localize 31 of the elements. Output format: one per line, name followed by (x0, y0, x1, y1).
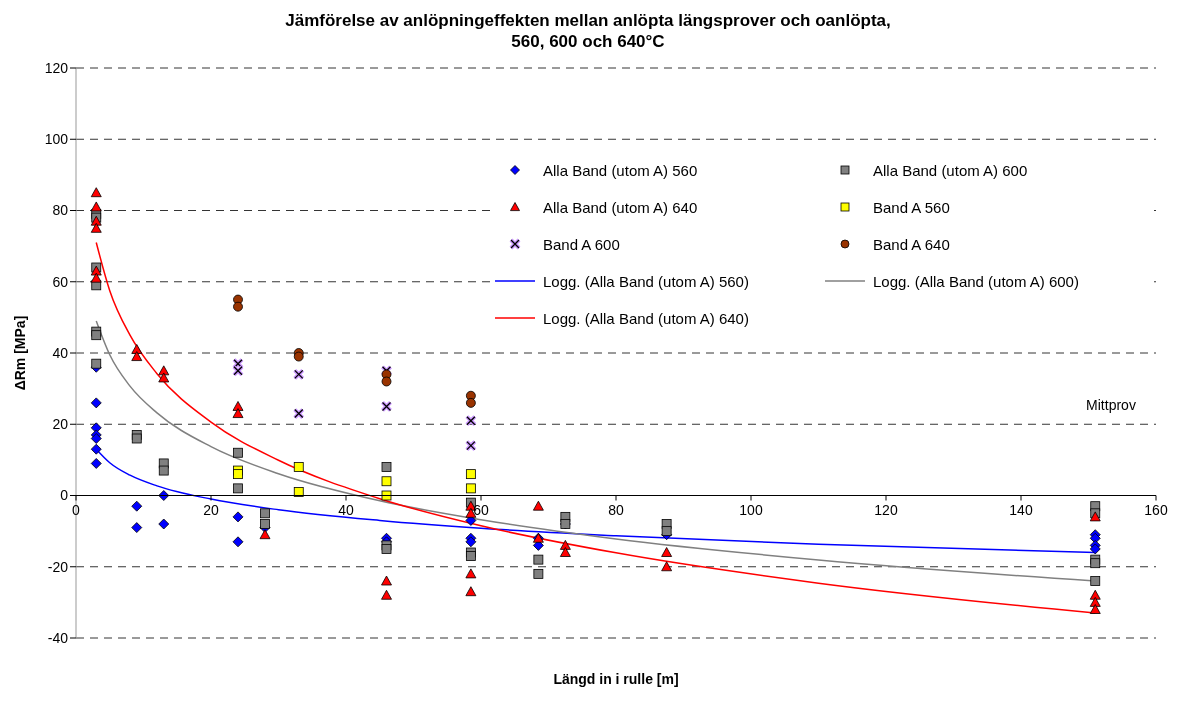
x-tick-label: 80 (608, 501, 624, 518)
x-axis-title: Längd in i rulle [m] (553, 671, 679, 687)
legend-label: Alla Band (utom A) 640 (543, 198, 698, 216)
legend-label: Alla Band (utom A) 600 (873, 161, 1028, 179)
y-tick-label: 40 (52, 344, 69, 361)
annotation: Mittprov (1086, 397, 1136, 413)
y-tick-label: -40 (47, 629, 69, 646)
x-tick-label: 160 (1144, 501, 1168, 518)
x-tick-label: 100 (739, 501, 763, 518)
y-axis-title: ΔRm [MPa] (11, 315, 28, 391)
legend-label: Alla Band (utom A) 560 (543, 161, 698, 179)
legend-label: Logg. (Alla Band (utom A) 640) (543, 309, 749, 327)
y-tick-label: 100 (44, 131, 69, 148)
x-tick-label: 60 (473, 501, 489, 518)
x-tick-label: 120 (874, 501, 898, 518)
x-tick-label: 40 (338, 501, 354, 518)
x-tick-label: 0 (72, 501, 81, 518)
legend-label: Logg. (Alla Band (utom A) 600) (873, 272, 1079, 290)
legend-label: Band A 560 (873, 198, 950, 216)
y-tick-label: 20 (52, 416, 69, 433)
y-tick-label: 120 (44, 59, 69, 76)
x-tick-label: 20 (203, 501, 219, 518)
legend-label: Band A 640 (873, 235, 950, 253)
y-tick-label: 80 (52, 202, 69, 219)
y-tick-label: 60 (52, 273, 69, 290)
legend-label: Logg. (Alla Band (utom A) 560) (543, 272, 749, 290)
y-tick-label: 0 (60, 487, 69, 504)
y-tick-label: -20 (47, 558, 69, 575)
x-tick-label: 140 (1009, 501, 1033, 518)
chart-title: Jämförelse av anlöpningeffekten mellan anlöpta längsprover och oanlöpta, 560, 600 och 640°C (284, 10, 892, 52)
legend-label: Band A 600 (543, 235, 620, 253)
